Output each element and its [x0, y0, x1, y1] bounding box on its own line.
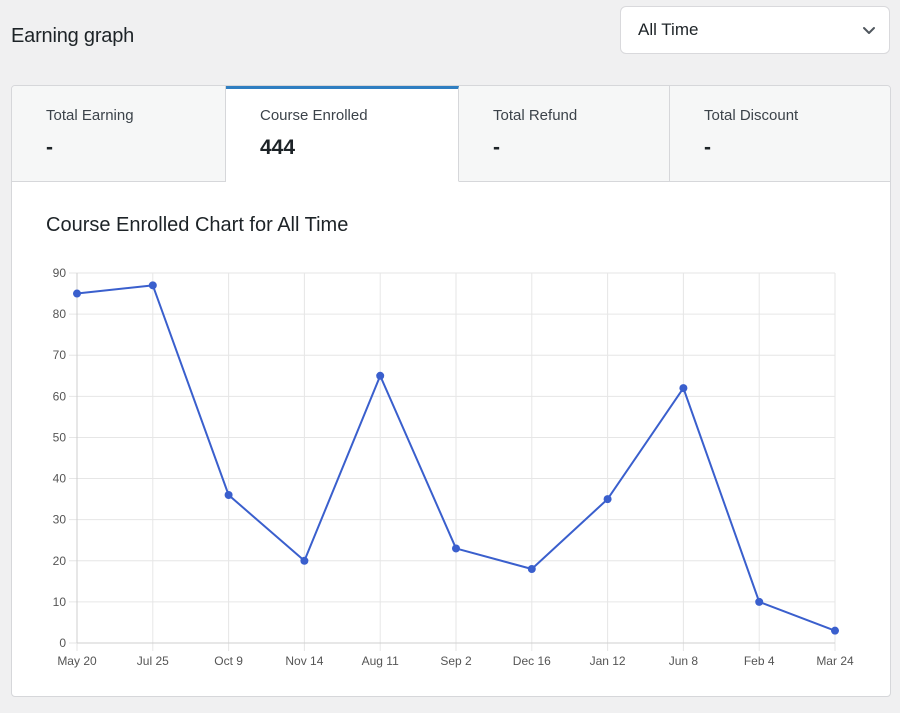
- data-point: [148, 281, 157, 290]
- y-tick-label: 20: [53, 554, 67, 568]
- data-point: [679, 384, 688, 393]
- y-tick-label: 70: [53, 348, 67, 362]
- x-tick-label: Oct 9: [214, 654, 243, 668]
- chart-title: Course Enrolled Chart for All Time: [46, 214, 349, 236]
- y-tick-label: 80: [53, 307, 67, 321]
- data-point: [755, 597, 764, 606]
- data-point: [452, 544, 460, 553]
- tab-label: Total Discount: [704, 107, 799, 124]
- data-point: [527, 565, 536, 573]
- y-tick-label: 10: [53, 595, 67, 609]
- chevron-down-icon: [863, 27, 875, 34]
- data-point: [73, 289, 81, 298]
- data-point: [300, 556, 309, 565]
- earning-card: Total Earning - Course Enrolled 444 Tota…: [11, 85, 891, 697]
- tab-label: Total Refund: [493, 107, 578, 124]
- tab-course-enrolled[interactable]: Course Enrolled 444: [226, 86, 459, 182]
- x-tick-label: Jul 25: [137, 654, 169, 668]
- x-tick-label: Jun 8: [669, 654, 699, 668]
- x-tick-label: Mar 24: [816, 654, 854, 668]
- x-tick-label: Dec 16: [513, 654, 551, 668]
- tab-total-refund[interactable]: Total Refund -: [459, 86, 670, 182]
- y-tick-label: 0: [59, 636, 66, 650]
- line-chart: 0 10 20 30 40 50 60 70 80 90 May 20 Jul 25 Oct 9 Nov …: [53, 266, 854, 668]
- x-tick-label: Sep 2: [440, 654, 472, 668]
- tab-label: Course Enrolled: [260, 107, 368, 124]
- data-point: [831, 626, 839, 635]
- x-tick-label: May 20: [57, 654, 97, 668]
- y-tick-label: 30: [53, 513, 67, 527]
- tab-value: -: [704, 136, 711, 159]
- tab-value: -: [493, 136, 500, 159]
- tab-value: 444: [260, 136, 296, 159]
- tab-total-discount[interactable]: Total Discount -: [670, 86, 890, 182]
- data-point: [603, 495, 612, 504]
- tab-total-earning[interactable]: Total Earning -: [12, 86, 226, 182]
- period-select[interactable]: All Time: [620, 6, 890, 54]
- data-point: [224, 491, 233, 499]
- data-point: [376, 371, 385, 380]
- x-tick-label: Nov 14: [285, 654, 323, 668]
- tab-label: Total Earning: [46, 107, 134, 124]
- stat-tabs: Total Earning - Course Enrolled 444 Tota…: [12, 86, 890, 182]
- page-title: Earning graph: [11, 25, 135, 47]
- period-select-value: All Time: [638, 20, 699, 39]
- y-tick-label: 50: [53, 430, 67, 444]
- y-tick-label: 90: [53, 266, 67, 280]
- x-tick-label: Feb 4: [744, 654, 775, 668]
- y-tick-label: 60: [53, 389, 67, 403]
- y-tick-label: 40: [53, 472, 67, 486]
- x-tick-label: Jan 12: [590, 654, 626, 668]
- x-tick-label: Aug 11: [362, 654, 399, 668]
- tab-value: -: [46, 136, 53, 159]
